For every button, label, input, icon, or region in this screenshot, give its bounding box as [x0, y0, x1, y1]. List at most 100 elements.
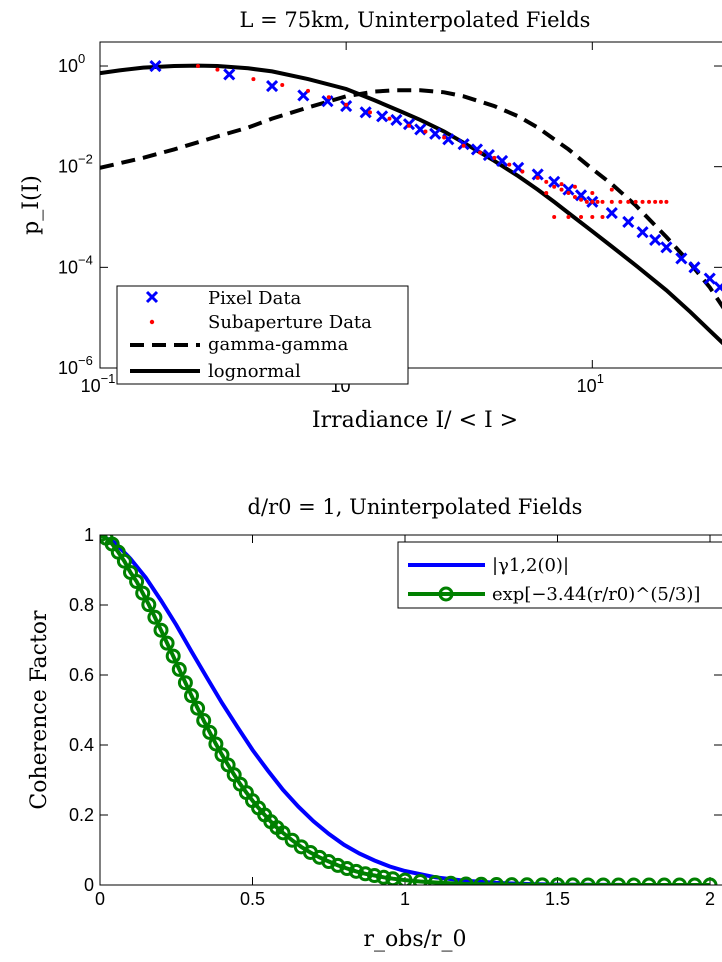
chart1-series-line-lognormal [100, 63, 722, 346]
pixel-data-point [605, 206, 618, 220]
exp-fit-point [190, 700, 206, 716]
subaperture-data-point [559, 187, 564, 192]
subaperture-data-point [544, 190, 549, 195]
pixel-data-point [703, 272, 716, 285]
subaperture-data-point [423, 129, 428, 134]
exp-fit-point [367, 868, 382, 884]
subaperture-data-point [626, 199, 631, 204]
subaperture-data-point [195, 64, 200, 69]
legend-exp-marker [438, 586, 454, 602]
chart1-xtick-label: 101 [577, 371, 604, 396]
pixel-data-point [574, 189, 588, 202]
subaperture-data-point [492, 155, 497, 160]
subaperture-data-point [544, 179, 549, 184]
pixel-data-point [660, 241, 673, 254]
exp-fit-point [141, 597, 157, 613]
exp-fit-point [147, 609, 163, 625]
subaperture-data-point [572, 184, 577, 189]
exp-fit-point [177, 675, 193, 691]
pixel-data-point [548, 175, 561, 188]
subaperture-data-point [609, 199, 614, 204]
subaperture-data-point [600, 199, 605, 204]
chart1-frame [99, 41, 722, 369]
legend-subaperture-marker [149, 319, 155, 325]
chart2-plot-area [100, 535, 718, 885]
pixel-data-point [713, 281, 722, 294]
exp-fit-point [116, 553, 132, 569]
legend-lognormal-label: lognormal [208, 361, 301, 382]
exp-fit-point [376, 869, 392, 885]
chart1-ylabel: p_I(I) [19, 175, 44, 235]
chart2-ytick-label: 0.4 [69, 735, 94, 755]
subaperture-data-point [306, 88, 311, 93]
subaperture-data-point [552, 215, 557, 220]
pixel-data-point [223, 68, 236, 81]
exp-fit-point [202, 724, 218, 740]
exp-fit-point [153, 622, 169, 638]
chart1-series-line-gamma-gamma [100, 88, 722, 310]
chart1-ytick-label: 100 [58, 51, 85, 76]
subaperture-data-point [326, 95, 331, 100]
exp-fit-point [357, 866, 373, 882]
exp-fit-point [702, 877, 718, 885]
legend-pixel-data-label: Pixel Data [208, 288, 302, 309]
subaperture-data-point [579, 197, 584, 202]
exp-fit-point [339, 861, 355, 877]
chart2-xtick-label: 0.5 [240, 889, 265, 909]
pixel-data-point [688, 261, 701, 274]
chart2-ytick-label: 0.8 [69, 595, 94, 615]
pixel-data-point [376, 110, 389, 123]
chart2-xtick-label: 1 [400, 889, 410, 909]
irradiance-pdf-chart: L = 75km, Uninterpolated Fields 10−1 100 1… [19, 8, 722, 433]
pixel-data-point [149, 59, 162, 73]
exp-fit-point [165, 648, 181, 664]
chart2-ytick-label: 0 [84, 875, 94, 895]
pixel-data-point [675, 252, 688, 265]
exp-fit-point [412, 874, 428, 885]
exp-fit-point [208, 736, 224, 752]
chart1-title: L = 75km, Uninterpolated Fields [240, 8, 591, 32]
chart1-ytick-label: 10−2 [58, 152, 93, 177]
subaperture-data-point [442, 135, 447, 140]
pixel-data-point [359, 106, 372, 119]
subaperture-data-point [559, 182, 564, 187]
pixel-data-point [531, 168, 544, 181]
subaperture-data-point [572, 194, 577, 199]
subaperture-data-point [406, 123, 411, 128]
chart2-xtick-label: 1.5 [545, 889, 570, 909]
exp-fit-point [443, 875, 459, 885]
chart1-plot-area [100, 59, 722, 346]
exp-fit-point [275, 825, 291, 841]
subaperture-data-point [653, 199, 658, 204]
chart2-legend: |γ1,2(0)| exp[−3.44(r/r0)^(5/3)] [397, 541, 722, 609]
pixel-data-point [414, 123, 427, 136]
subaperture-data-point [590, 215, 595, 220]
chart2-ytick-label: 0.2 [69, 805, 94, 825]
chart2-ytick-label: 1 [84, 525, 94, 545]
chart1-xlabel: Irradiance I/ < I > [312, 408, 518, 433]
subaperture-data-point [609, 187, 614, 192]
chart1-ytick-label: 10−6 [58, 353, 93, 378]
exp-fit-point [458, 876, 474, 885]
exp-fit-point [611, 877, 626, 885]
exp-fit-point [626, 877, 642, 885]
pixel-data-point [265, 79, 279, 93]
exp-fit-point [330, 857, 346, 873]
exp-fit-point [641, 877, 657, 885]
subaperture-data-point [590, 190, 595, 195]
pixel-data-point [321, 95, 334, 108]
subaperture-data-point [280, 82, 285, 87]
subaperture-data-point [478, 150, 483, 155]
subaperture-data-point [387, 116, 392, 121]
exp-fit-point [159, 635, 175, 651]
pixel-data-point [649, 233, 662, 247]
chart2-frame [99, 534, 722, 886]
exp-fit-point [171, 661, 187, 677]
subaperture-data-point [215, 67, 220, 72]
exp-fit-point [656, 877, 672, 885]
legend-pixel-data-marker [145, 290, 159, 304]
legend-subaperture-label: Subaperture Data [208, 312, 372, 333]
subaperture-data-point [579, 215, 584, 220]
exp-fit-point [129, 574, 145, 590]
